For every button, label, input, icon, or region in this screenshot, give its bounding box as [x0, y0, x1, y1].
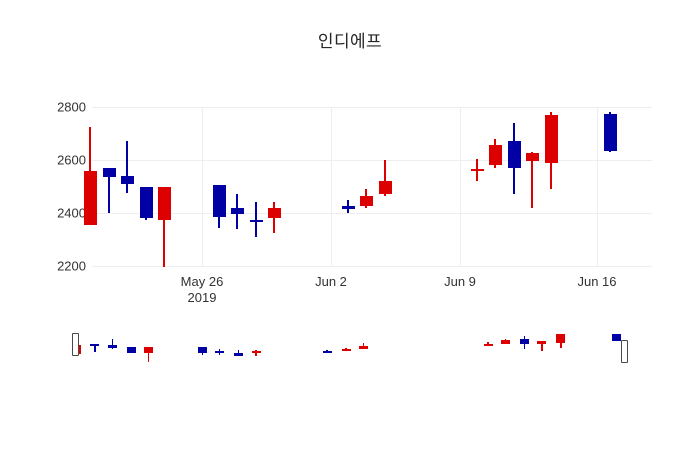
y-axis-tick-label: 2400 — [57, 205, 86, 221]
candle-body — [500, 339, 510, 344]
x-gridline — [331, 107, 332, 266]
candle-body — [341, 206, 355, 209]
candle-body — [107, 345, 117, 348]
candle-body — [470, 169, 484, 172]
y-gridline — [92, 266, 652, 267]
candle-body — [215, 351, 225, 354]
x-gridline — [202, 107, 203, 266]
x-tick-primary: Jun 2 — [315, 274, 347, 289]
y-axis-tick-label: 2800 — [57, 99, 86, 115]
y-axis-tick-label: 2600 — [57, 152, 86, 168]
candle-body — [144, 347, 154, 354]
range-end-handle[interactable] — [621, 340, 628, 363]
x-tick-primary: Jun 9 — [444, 274, 476, 289]
candle-body — [525, 153, 539, 162]
candle-wick — [540, 341, 543, 352]
x-tick-primary: Jun 16 — [577, 274, 617, 289]
candle-body — [120, 175, 134, 184]
candle-body — [83, 170, 97, 225]
candle-wick — [94, 344, 96, 353]
candle-body — [126, 347, 136, 354]
y-axis-labels: 2800 2600 2400 2200 — [0, 100, 86, 277]
candle-body — [544, 114, 558, 163]
candle-wick — [531, 152, 533, 208]
candle-wick — [255, 202, 257, 237]
candle-body — [488, 145, 502, 166]
candle-body — [358, 346, 368, 349]
x-tick-primary: May 26 — [180, 274, 224, 289]
candle-body — [611, 334, 621, 341]
candle-wick — [111, 339, 114, 349]
y-gridline — [92, 107, 652, 108]
candle-body — [234, 353, 244, 356]
candle-body — [139, 186, 153, 219]
page-title: 인디에프 — [317, 32, 383, 51]
candle-body — [90, 344, 100, 347]
candle-wick — [126, 141, 128, 194]
y-gridline — [92, 213, 652, 214]
plot-area — [83, 107, 652, 268]
candle-body — [507, 141, 521, 168]
x-gridline — [597, 107, 598, 266]
x-axis-tick-label: May 26 2019 — [181, 274, 224, 306]
candle-body — [322, 350, 332, 354]
range-overview-strip[interactable] — [60, 326, 640, 378]
x-axis-tick-label: Jun 9 — [444, 274, 476, 290]
candle-body — [537, 341, 547, 344]
candle-body — [251, 351, 261, 354]
candle-wick — [108, 167, 110, 213]
range-start-handle[interactable] — [72, 333, 79, 356]
candle-body — [267, 207, 281, 219]
candle-body — [603, 113, 617, 151]
candle-body — [556, 334, 566, 344]
x-axis-tick-label: Jun 16 — [577, 274, 616, 290]
candle-body — [157, 186, 171, 220]
candle-wick — [326, 349, 328, 353]
x-axis-labels: May 26 2019 Jun 2 Jun 9 Jun 16 — [0, 274, 700, 314]
candle-wick — [147, 347, 150, 362]
candle-body — [197, 347, 207, 353]
candle-body — [519, 339, 529, 345]
y-gridline — [92, 160, 652, 161]
x-axis-tick-label: Jun 2 — [315, 274, 347, 290]
y-axis-tick-label: 2200 — [57, 258, 86, 274]
x-tick-year: 2019 — [187, 290, 217, 305]
candle-body — [230, 207, 244, 215]
candle-body — [483, 344, 493, 347]
candle-body — [212, 185, 226, 217]
candle-body — [359, 195, 373, 207]
candle-wick — [362, 342, 365, 350]
candle-wick — [163, 186, 165, 268]
x-gridline — [460, 107, 461, 266]
candle-body — [102, 167, 116, 178]
candle-body — [249, 219, 263, 222]
candle-body — [378, 181, 392, 195]
candle-body — [341, 349, 351, 352]
candle-wick — [384, 160, 386, 196]
